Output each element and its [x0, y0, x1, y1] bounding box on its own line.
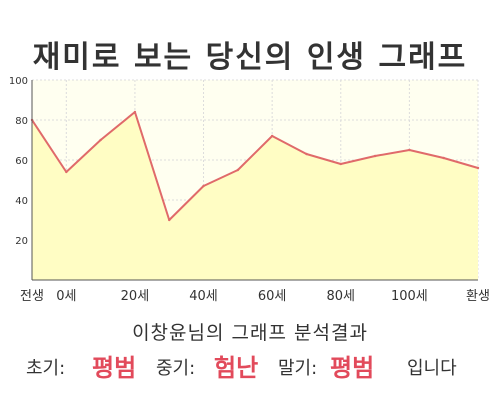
data-point: [236, 168, 240, 172]
axis-layer: [31, 80, 478, 281]
chart-title: 재미로 보는 당신의 인생 그래프: [32, 40, 468, 75]
tick-layer: 20 40 60 80 100 전생 0세 20세 40세 60세 80세 100세 환생: [9, 76, 490, 304]
series-line: [31, 111, 479, 221]
x-tick-label: 60세: [258, 289, 287, 304]
data-point: [373, 154, 377, 158]
analysis-subtitle: 이창윤님의 그래프 분석결과: [132, 322, 368, 344]
data-point: [339, 162, 342, 166]
y-tick-label: 100: [9, 76, 28, 87]
x-tick-label: 전생: [20, 289, 44, 304]
x-tick-label: 20세: [121, 289, 150, 304]
y-tick-label: 60: [15, 156, 28, 167]
data-point: [65, 170, 68, 174]
mid-label: 중기:: [156, 358, 196, 379]
x-tick-label: 40세: [189, 289, 218, 304]
x-tick-label: 100세: [391, 289, 428, 304]
x-tick-label: 80세: [327, 289, 356, 304]
data-point: [408, 148, 411, 152]
mid-value: 험난: [214, 354, 259, 382]
x-tick-label: 환생: [466, 289, 490, 304]
early-label: 초기:: [26, 358, 66, 379]
data-point: [305, 152, 308, 156]
data-point: [270, 134, 274, 138]
late-label: 말기:: [278, 358, 318, 379]
data-point: [168, 218, 171, 222]
late-value: 평범: [330, 354, 375, 382]
analysis-result: 초기: 평범 중기: 험난 말기: 평범 입니다: [0, 346, 500, 382]
data-point: [202, 184, 205, 188]
data-point: [99, 138, 102, 142]
area-layer: [32, 112, 478, 280]
area-fill: [32, 112, 478, 280]
life-graph-chart: 20 40 60 80 100 전생 0세 20세 40세 60세 80세 100세 환생: [9, 76, 490, 304]
data-point: [133, 110, 137, 114]
y-tick-label: 80: [15, 116, 28, 127]
y-tick-label: 40: [15, 196, 28, 207]
ending-text: 입니다: [407, 358, 457, 379]
data-point: [442, 156, 445, 160]
data-point: [476, 166, 480, 170]
y-tick-label: 20: [15, 236, 28, 247]
x-tick-label: 0세: [56, 289, 76, 304]
early-value: 평범: [92, 354, 137, 382]
